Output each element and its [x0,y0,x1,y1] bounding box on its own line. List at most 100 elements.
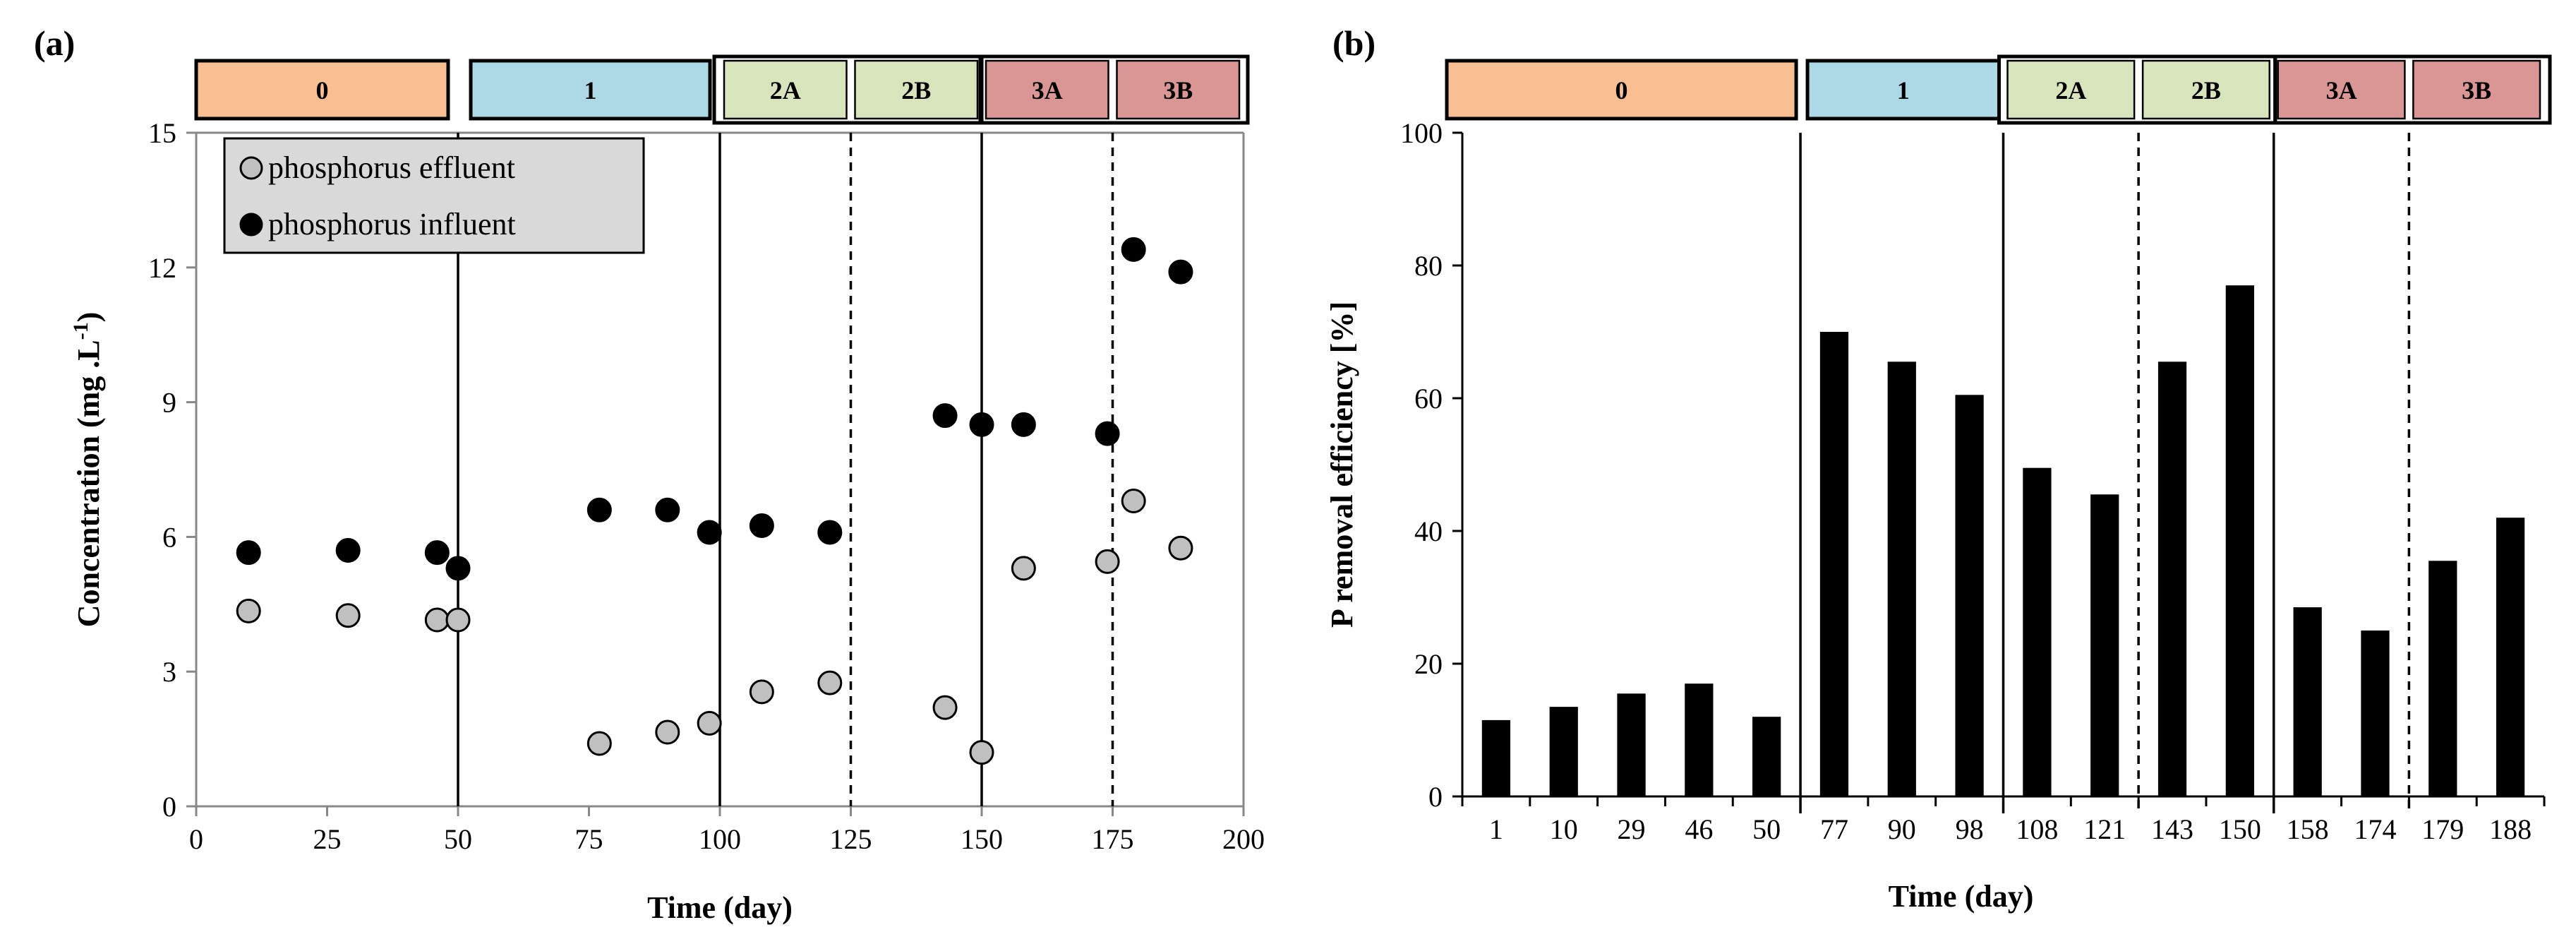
phase-box-label-2A: 2A [770,76,801,104]
legend-box [223,137,645,254]
bar [1617,693,1646,796]
x-tick-label: 75 [575,823,603,855]
effluent-point [236,598,261,623]
effluent-point [586,731,612,756]
effluent-point [932,695,958,720]
x-axis-title: Time (day) [1889,879,2034,914]
x-category-label: 90 [1888,813,1916,845]
influent-point [817,520,843,545]
effluent-point [655,719,680,745]
phase-box-label-2B: 2B [901,76,931,104]
phase-group-3-frame [978,54,1250,125]
bar [1685,683,1714,796]
y-tick-label: 12 [148,252,176,284]
influent-point [424,540,450,566]
y-tick-label: 6 [162,521,176,553]
y-tick-label: 3 [162,656,176,688]
influent-point [1011,412,1036,437]
phase-box-label-1: 1 [584,76,597,104]
influent-point [697,520,722,545]
bar [1549,707,1578,796]
influent-point [1095,421,1120,446]
panel-label-a: (a) [34,23,75,63]
y-tick-label: 15 [148,117,176,149]
bar [1481,719,1511,796]
y-axis-title: Concentration (mg .L-1) [69,312,106,628]
x-tick-label: 100 [699,823,741,855]
bar [2157,362,2187,796]
legend-label-influent: phosphorus influent [268,207,516,241]
y-tick-label: 20 [1414,648,1443,680]
phase-box-2B [2141,59,2270,120]
bar [1887,362,1916,796]
x-tick-label: 125 [830,823,872,855]
phase-box-2A [723,59,848,120]
x-category-label: 108 [2016,813,2058,845]
influent-point [1121,237,1146,262]
effluent-point [1168,535,1193,561]
phase-box-label-3A: 3A [1032,76,1063,104]
bar [2090,494,2119,796]
effluent-point [1011,556,1036,581]
phase-group-3-frame [2273,54,2552,125]
influent-point [335,537,361,563]
phase-box-3A [985,59,1109,120]
effluent-point [1121,489,1146,514]
y-axis-title-sup: -1 [69,322,92,340]
y-axis-title: P removal efficiency [%] [1325,301,1359,628]
x-tick-label: 25 [313,823,342,855]
phase-box-3B [2412,59,2541,120]
influent-point [969,412,994,437]
phase-box-0 [194,59,450,121]
effluent-point [445,607,471,633]
x-category-label: 29 [1618,813,1646,845]
x-category-label: 46 [1685,813,1713,845]
bar [2428,561,2457,796]
y-axis-title-main: Concentration (mg .L [71,340,106,627]
effluent-point [969,740,994,765]
y-tick-label: 0 [1428,781,1443,813]
bar [2293,607,2322,796]
phase-box-label-2B: 2B [2191,76,2221,104]
influent-point [655,497,680,522]
effluent-point [335,603,361,628]
phase-box-0 [1445,59,1798,121]
x-tick-label: 0 [189,823,203,855]
phase-box-label-2A: 2A [2055,76,2086,104]
x-category-label: 98 [1956,813,1984,845]
x-category-label: 150 [2219,813,2261,845]
phase-box-3A [2277,59,2406,120]
bar [1819,332,1849,796]
phase-box-2A [2006,59,2136,120]
x-tick-label: 200 [1222,823,1265,855]
phase-box-label-3B: 3B [1163,76,1193,104]
x-category-label: 143 [2151,813,2193,845]
phase-box-label-0: 0 [1615,76,1628,104]
y-tick-label: 100 [1400,117,1443,149]
y-tick-label: 40 [1414,515,1443,547]
x-category-label: 179 [2421,813,2464,845]
influent-point [445,556,471,581]
phase-box-label-3A: 3A [2326,76,2357,104]
effluent-point [1095,549,1120,574]
x-category-label: 1 [1489,813,1503,845]
phase-box-1 [1805,59,2001,121]
phase-box-label-1: 1 [1897,76,1910,104]
y-tick-label: 60 [1414,383,1443,414]
influent-point [586,497,612,522]
x-category-label: 121 [2083,813,2126,845]
legend-marker-influent [239,213,263,237]
legend-label-effluent: phosphorus effluent [268,150,515,185]
y-tick-label: 0 [162,791,176,823]
effluent-point [697,710,722,736]
bar [1752,717,1781,796]
bar [1955,395,1984,796]
x-category-label: 10 [1550,813,1578,845]
phase-box-1 [469,59,712,121]
x-tick-label: 150 [961,823,1003,855]
phase-box-2B [854,59,979,120]
bar [2225,285,2254,796]
y-tick-label: 9 [162,387,176,419]
y-tick-label: 80 [1414,250,1443,282]
